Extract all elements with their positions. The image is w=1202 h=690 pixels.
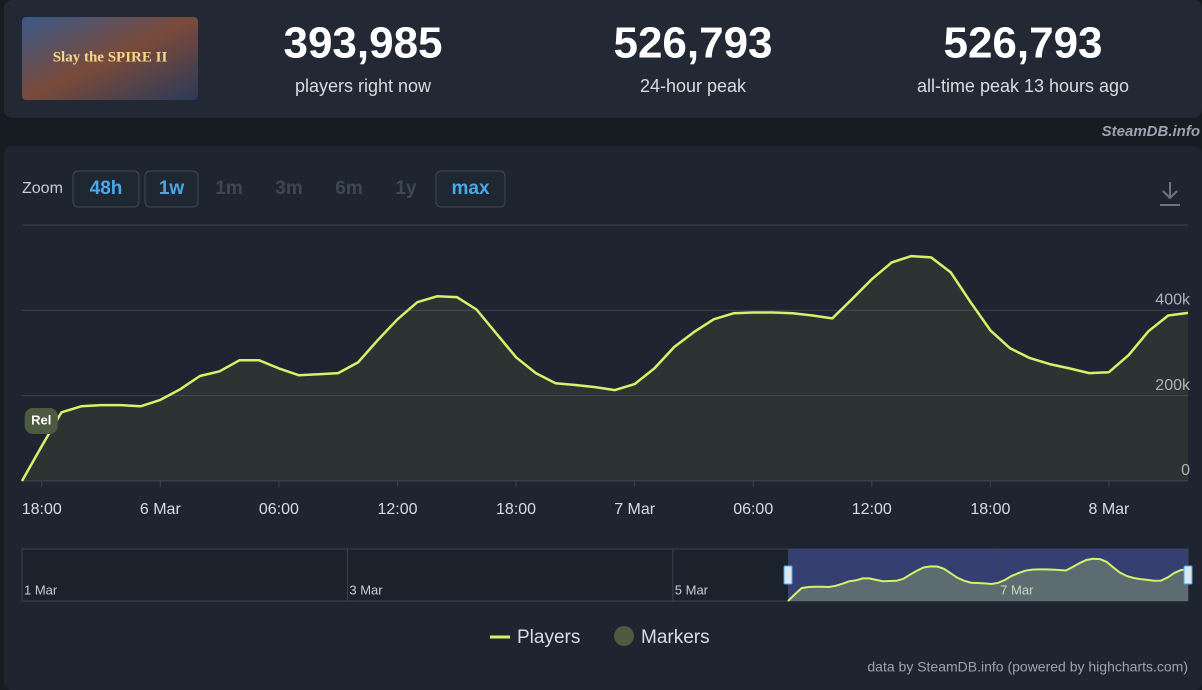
marker-label[interactable]: Rel <box>31 412 51 427</box>
zoom-button-label: 6m <box>335 178 362 199</box>
y-tick-label: 400k <box>1155 292 1191 309</box>
stat-value: 393,985 <box>283 19 442 68</box>
zoom-label: Zoom <box>22 180 63 197</box>
download-glyph <box>1160 182 1180 206</box>
x-tick-label: 8 Mar <box>1088 501 1130 518</box>
zoom-button[interactable] <box>72 170 140 208</box>
navigator-area <box>788 558 1188 601</box>
zoom-button-label[interactable]: 48h <box>90 178 123 199</box>
x-tick-label: 6 Mar <box>140 501 182 518</box>
x-tick-label: 18:00 <box>22 501 62 518</box>
navigator-tick-label: 7 Mar <box>1000 582 1034 597</box>
zoom-button-label: 1m <box>215 178 242 199</box>
y-tick-label: 0 <box>1181 462 1190 479</box>
zoom-button[interactable] <box>144 170 199 208</box>
download-icon[interactable] <box>1160 182 1180 206</box>
navigator-line <box>787 557 1189 602</box>
stat-value: 526,793 <box>613 19 772 68</box>
zoom-button-label[interactable]: max <box>451 178 489 199</box>
x-tick-label: 06:00 <box>259 501 299 518</box>
x-tick-label: 12:00 <box>852 501 892 518</box>
legend-label[interactable]: Markers <box>641 627 710 648</box>
zoom-button[interactable] <box>435 170 506 208</box>
navigator-tick-label: 5 Mar <box>675 582 709 597</box>
navigator-tick-label: 1 Mar <box>24 582 58 597</box>
y-tick-label: 200k <box>1155 377 1191 394</box>
stat-label: players right now <box>295 76 432 96</box>
zoom-button-label: 3m <box>275 178 302 199</box>
navigator-tick-label: 3 Mar <box>349 582 383 597</box>
stat-value: 526,793 <box>943 19 1102 68</box>
navigator-handle[interactable] <box>1183 565 1193 585</box>
watermark: SteamDB.info <box>1102 123 1200 140</box>
x-tick-label: 06:00 <box>733 501 773 518</box>
series-area <box>22 256 1188 481</box>
game-logo: Slay the SPIRE II <box>53 49 168 65</box>
legend-marker[interactable] <box>614 626 634 646</box>
game-thumbnail[interactable] <box>22 17 198 100</box>
x-tick-label: 18:00 <box>496 501 536 518</box>
series-line <box>20 254 1189 482</box>
marker-badge[interactable] <box>24 408 58 434</box>
legend-label[interactable]: Players <box>517 627 580 648</box>
x-tick-label: 7 Mar <box>614 501 656 518</box>
navigator-handle[interactable] <box>783 565 793 585</box>
zoom-button-label: 1y <box>395 178 417 199</box>
x-tick-label: 18:00 <box>970 501 1010 518</box>
zoom-button-label[interactable]: 1w <box>159 178 185 199</box>
credit: data by SteamDB.info (powered by highcha… <box>867 659 1188 675</box>
navigator-selection[interactable] <box>788 549 1188 601</box>
x-tick-label: 12:00 <box>377 501 417 518</box>
header-panel <box>4 0 1202 118</box>
stat-label: all-time peak 13 hours ago <box>917 76 1129 96</box>
stat-label: 24-hour peak <box>640 76 747 96</box>
